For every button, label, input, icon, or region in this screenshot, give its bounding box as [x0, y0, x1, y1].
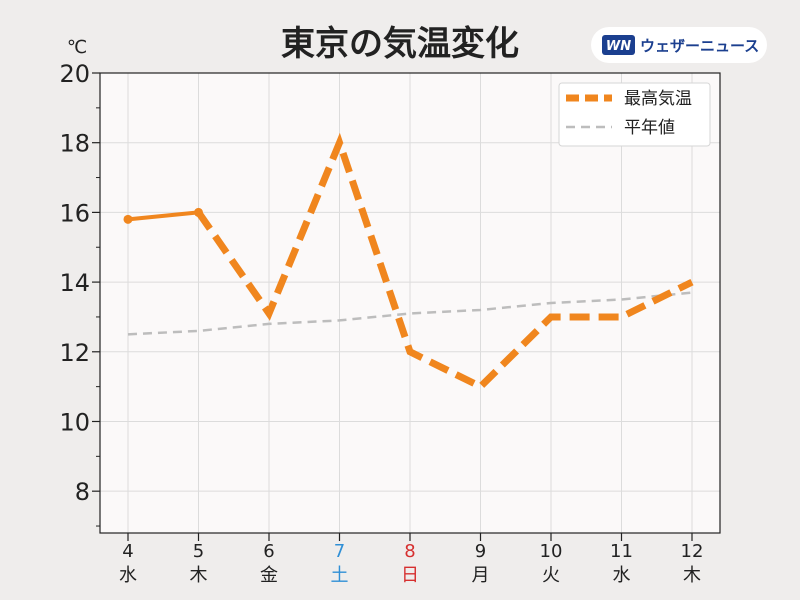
series	[123, 132, 694, 391]
max-temp-forecast-line	[195, 132, 694, 391]
x-tick-day: 9	[475, 541, 486, 562]
brand-logo-background	[591, 27, 767, 63]
brand-logo: WN ウェザーニュース	[591, 27, 767, 63]
x-tick-weekday: 水	[119, 565, 137, 586]
x-tick-weekday: 土	[331, 565, 349, 586]
x-tick-day: 10	[540, 541, 563, 562]
legend-label-normal: 平年値	[624, 118, 675, 138]
brand-mark-icon	[602, 35, 635, 55]
x-tick-weekday: 火	[542, 565, 560, 586]
y-tick-label: 18	[59, 130, 90, 158]
y-axis: 8 10 12 14 16 18 20	[59, 60, 100, 527]
brand-name: ウェザーニュース	[640, 37, 759, 55]
x-tick-weekday: 日	[401, 565, 419, 586]
brand-mark-text: WN	[606, 39, 631, 54]
x-tick-day: 12	[681, 541, 704, 562]
max-temp-point	[123, 214, 133, 224]
x-tick-weekday: 水	[613, 565, 631, 586]
y-tick-label: 10	[59, 408, 90, 436]
max-temp-point	[194, 207, 203, 217]
y-tick-label: 16	[59, 199, 90, 227]
y-tick-label: 8	[75, 478, 90, 506]
x-tick-day: 6	[263, 541, 274, 562]
y-tick-label: 12	[59, 339, 90, 367]
x-axis: 4 水 5 木 6 金 7 土 8 日 9 月 10 火 11 水 12 木	[119, 533, 703, 586]
y-axis-unit: ℃	[67, 37, 87, 58]
max-temp-observed-line	[127, 210, 199, 222]
legend-label-max-temp: 最高気温	[624, 89, 692, 109]
y-tick-label: 14	[59, 269, 90, 297]
legend: 最高気温 平年値	[558, 82, 711, 147]
x-tick-weekday: 金	[260, 565, 278, 586]
x-tick-weekday: 木	[190, 565, 208, 586]
plot-frame	[99, 72, 721, 534]
x-tick-day: 7	[334, 541, 345, 562]
x-tick-day: 5	[193, 541, 204, 562]
normal-temp-line	[127, 291, 693, 336]
x-tick-day: 4	[122, 541, 133, 562]
chart-title: 東京の気温変化	[281, 24, 519, 64]
x-tick-weekday: 木	[683, 565, 701, 586]
x-tick-day: 8	[404, 541, 415, 562]
x-tick-weekday: 月	[472, 565, 490, 586]
x-tick-day: 11	[610, 541, 633, 562]
y-tick-label: 20	[59, 60, 90, 88]
